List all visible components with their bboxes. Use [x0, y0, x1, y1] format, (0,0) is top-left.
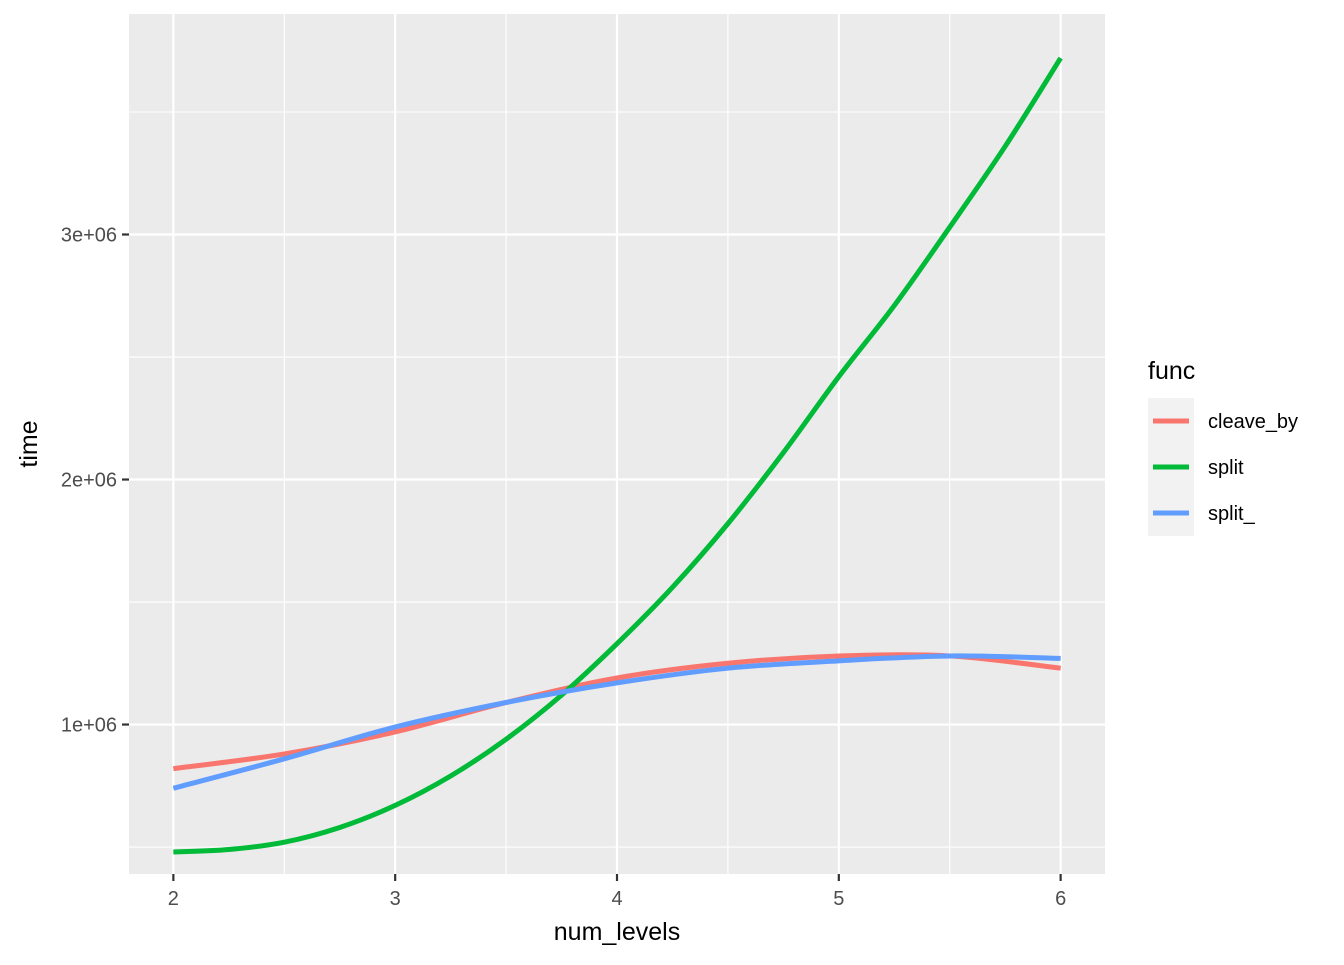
x-tick-label: 2 [168, 888, 179, 910]
series-line-split-underscore [172, 653, 1061, 791]
y-tick-label: 1e+06 [61, 715, 117, 737]
x-axis-title: num_levels [554, 918, 680, 946]
y-axis-title: time [15, 420, 43, 467]
legend-title: func [1148, 357, 1195, 385]
x-tick-label: 6 [1055, 888, 1066, 910]
y-axis: 1e+06 2e+06 3e+06 [61, 225, 129, 737]
y-tick-label: 2e+06 [61, 470, 117, 492]
series-lines [172, 56, 1063, 855]
y-tick-label: 3e+06 [61, 225, 117, 247]
x-tick-label: 3 [390, 888, 401, 910]
x-tick-label: 5 [833, 888, 844, 910]
legend-label: split_ [1208, 503, 1256, 525]
series-line-split [173, 56, 1063, 855]
x-tick-label: 4 [611, 888, 622, 910]
legend-label: split [1208, 457, 1244, 479]
legend-label: cleave_by [1208, 411, 1298, 433]
x-axis: 2 3 4 5 6 [168, 874, 1066, 910]
